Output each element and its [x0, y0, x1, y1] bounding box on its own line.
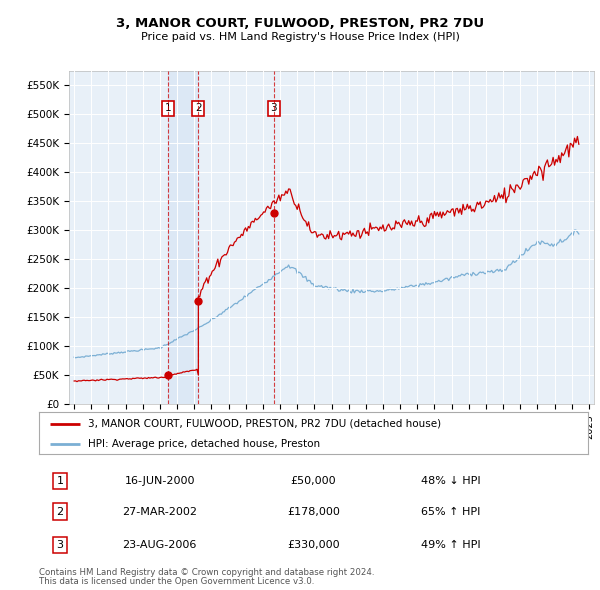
Text: 65% ↑ HPI: 65% ↑ HPI	[421, 507, 481, 517]
Text: 1: 1	[164, 103, 171, 113]
Text: This data is licensed under the Open Government Licence v3.0.: This data is licensed under the Open Gov…	[39, 577, 314, 586]
Text: 23-AUG-2006: 23-AUG-2006	[122, 540, 197, 550]
Text: 48% ↓ HPI: 48% ↓ HPI	[421, 476, 481, 486]
Text: 2: 2	[56, 507, 64, 517]
Text: 3: 3	[271, 103, 277, 113]
Text: 3, MANOR COURT, FULWOOD, PRESTON, PR2 7DU: 3, MANOR COURT, FULWOOD, PRESTON, PR2 7D…	[116, 17, 484, 30]
Text: 49% ↑ HPI: 49% ↑ HPI	[421, 540, 481, 550]
Bar	[168, 71, 199, 404]
Text: 3: 3	[56, 540, 64, 550]
Text: 1: 1	[56, 476, 64, 486]
Text: £178,000: £178,000	[287, 507, 340, 517]
Text: HPI: Average price, detached house, Preston: HPI: Average price, detached house, Pres…	[88, 439, 320, 448]
Text: Contains HM Land Registry data © Crown copyright and database right 2024.: Contains HM Land Registry data © Crown c…	[39, 568, 374, 576]
Text: £330,000: £330,000	[287, 540, 340, 550]
Text: 2: 2	[195, 103, 202, 113]
Text: 3, MANOR COURT, FULWOOD, PRESTON, PR2 7DU (detached house): 3, MANOR COURT, FULWOOD, PRESTON, PR2 7D…	[88, 419, 442, 429]
Text: 27-MAR-2002: 27-MAR-2002	[122, 507, 197, 517]
Text: £50,000: £50,000	[290, 476, 337, 486]
Text: Price paid vs. HM Land Registry's House Price Index (HPI): Price paid vs. HM Land Registry's House …	[140, 32, 460, 42]
Text: 16-JUN-2000: 16-JUN-2000	[125, 476, 195, 486]
